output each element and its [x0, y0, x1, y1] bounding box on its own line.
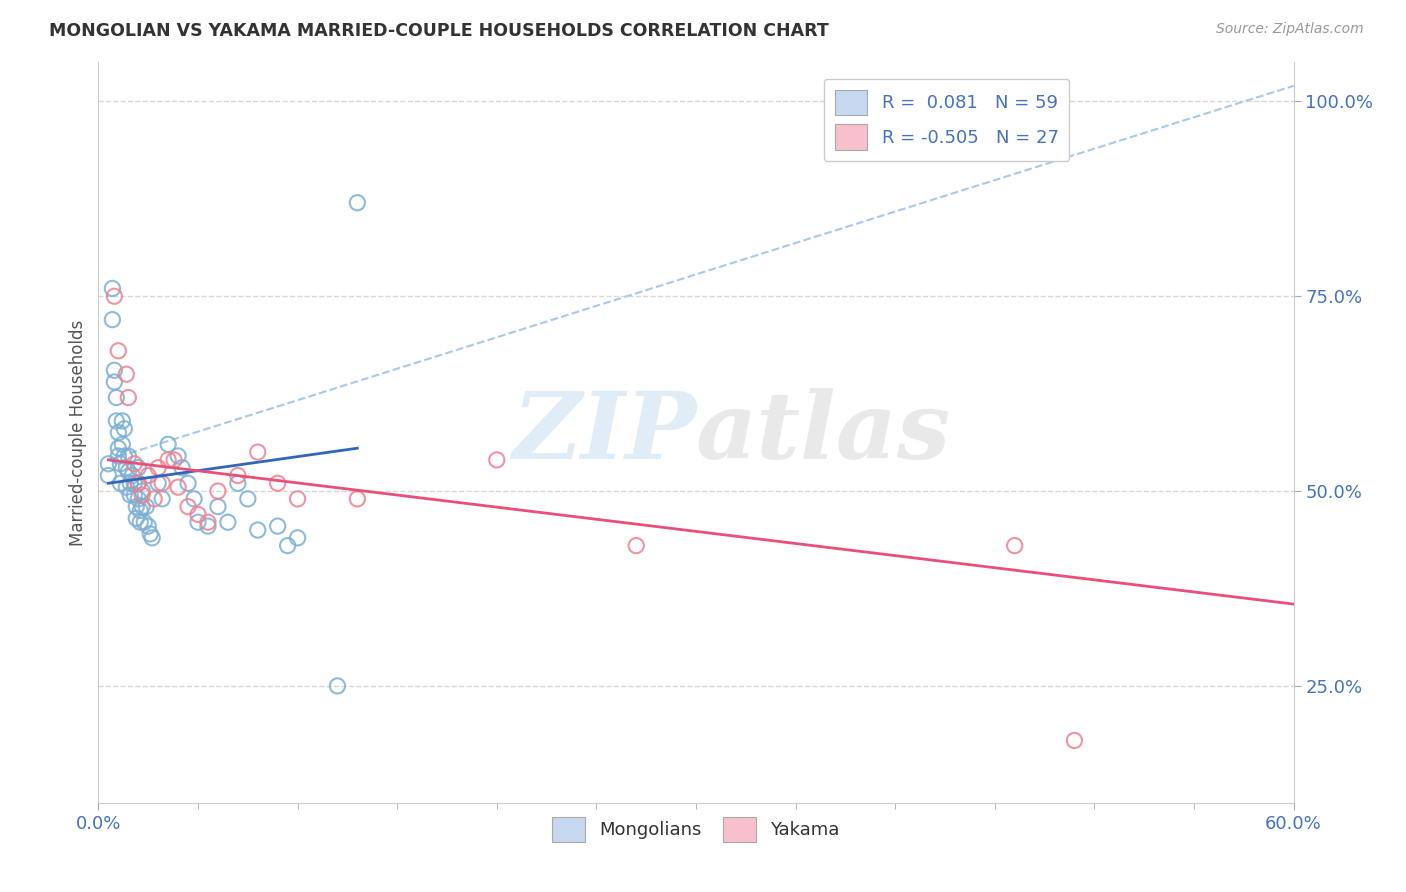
Point: [148, 476, 170, 491]
Point: [124, 457, 146, 471]
Point: [172, 460, 194, 475]
Point: [129, 503, 152, 517]
Point: [131, 500, 153, 514]
Point: [197, 519, 219, 533]
Point: [121, 468, 143, 483]
Point: [111, 437, 134, 451]
Point: [136, 468, 159, 483]
Point: [1063, 733, 1085, 747]
Point: [207, 500, 229, 514]
Y-axis label: Married-couple Households: Married-couple Households: [69, 319, 87, 546]
Point: [167, 449, 190, 463]
Point: [97, 457, 120, 471]
Point: [485, 453, 508, 467]
Point: [197, 515, 219, 529]
Point: [246, 523, 269, 537]
Point: [107, 425, 129, 440]
Point: [135, 500, 157, 514]
Point: [127, 476, 149, 491]
Text: MONGOLIAN VS YAKAMA MARRIED-COUPLE HOUSEHOLDS CORRELATION CHART: MONGOLIAN VS YAKAMA MARRIED-COUPLE HOUSE…: [49, 22, 830, 40]
Point: [124, 476, 146, 491]
Point: [246, 445, 269, 459]
Point: [217, 515, 239, 529]
Text: ZIP: ZIP: [512, 388, 696, 477]
Point: [226, 476, 249, 491]
Point: [163, 453, 186, 467]
Point: [136, 519, 159, 533]
Point: [157, 453, 180, 467]
Point: [120, 488, 142, 502]
Point: [105, 391, 128, 405]
Point: [112, 449, 135, 463]
Point: [167, 480, 190, 494]
Point: [287, 491, 309, 506]
Point: [110, 457, 132, 471]
Point: [236, 491, 259, 506]
Point: [115, 460, 138, 475]
Point: [127, 476, 149, 491]
Point: [117, 465, 139, 479]
Point: [117, 449, 139, 463]
Point: [177, 476, 200, 491]
Point: [107, 449, 129, 463]
Point: [103, 375, 125, 389]
Point: [131, 484, 153, 499]
Point: [626, 539, 648, 553]
Point: [107, 441, 129, 455]
Point: [127, 491, 149, 506]
Point: [277, 539, 299, 553]
Point: [129, 515, 152, 529]
Point: [111, 414, 134, 428]
Point: [115, 367, 138, 381]
Point: [187, 515, 209, 529]
Point: [120, 476, 142, 491]
Point: [141, 531, 163, 545]
Text: Source: ZipAtlas.com: Source: ZipAtlas.com: [1216, 22, 1364, 37]
Point: [183, 491, 205, 506]
Point: [267, 476, 290, 491]
Point: [267, 519, 290, 533]
Point: [157, 437, 180, 451]
Point: [1004, 539, 1026, 553]
Point: [143, 491, 166, 506]
Point: [112, 422, 135, 436]
Point: [287, 531, 309, 545]
Point: [177, 500, 200, 514]
Point: [103, 289, 125, 303]
Point: [150, 491, 173, 506]
Point: [131, 488, 153, 502]
Point: [97, 468, 120, 483]
Point: [110, 476, 132, 491]
Point: [105, 414, 128, 428]
Point: [107, 343, 129, 358]
Point: [125, 511, 148, 525]
Point: [187, 508, 209, 522]
Point: [226, 468, 249, 483]
Point: [150, 476, 173, 491]
Point: [207, 484, 229, 499]
Legend: Mongolians, Yakama: Mongolians, Yakama: [546, 809, 846, 849]
Point: [346, 491, 368, 506]
Point: [127, 460, 149, 475]
Point: [101, 281, 124, 295]
Text: atlas: atlas: [696, 388, 952, 477]
Point: [148, 460, 170, 475]
Point: [134, 515, 156, 529]
Point: [124, 488, 146, 502]
Point: [125, 500, 148, 514]
Point: [101, 312, 124, 326]
Point: [117, 391, 139, 405]
Point: [346, 195, 368, 210]
Point: [115, 480, 138, 494]
Point: [326, 679, 349, 693]
Point: [103, 363, 125, 377]
Point: [139, 527, 162, 541]
